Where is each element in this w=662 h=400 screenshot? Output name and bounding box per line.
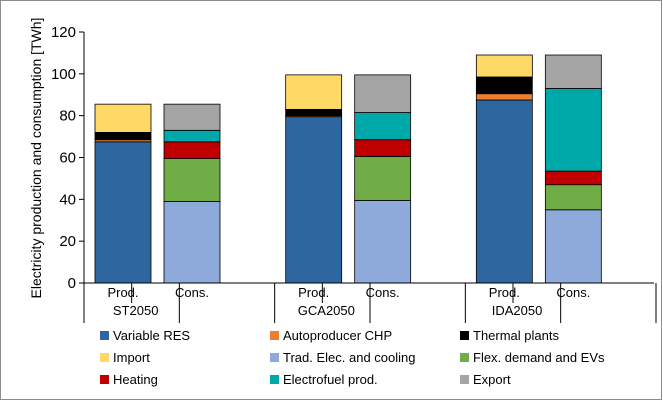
bar-label: Cons. [175, 285, 209, 300]
y-tick-label: 100 [51, 66, 76, 83]
y-tick-label: 80 [59, 108, 76, 125]
legend-label: Flex. demand and EVs [473, 350, 605, 365]
bar-segment-st2050-cons-2 [163, 141, 221, 159]
bar-segment-st2050-prod-3 [94, 103, 152, 133]
bar-label: Cons. [556, 285, 590, 300]
bar-segment-ida2050-prod-1 [475, 93, 533, 101]
bar-segment-ida2050-cons-4 [544, 54, 602, 89]
group-label: IDA2050 [492, 303, 543, 318]
bar-label: Prod. [107, 285, 138, 300]
bar-segment-st2050-cons-1 [163, 158, 221, 202]
legend-label: Import [113, 350, 150, 365]
legend-label: Electrofuel prod. [283, 372, 378, 387]
bar-segment-gca2050-cons-4 [354, 74, 412, 113]
legend-swatch [460, 375, 469, 384]
bar-segment-ida2050-cons-1 [544, 184, 602, 211]
bar-segment-st2050-cons-0 [163, 201, 221, 284]
bar-segment-ida2050-prod-3 [475, 54, 533, 78]
bar-label: Cons. [366, 285, 400, 300]
legend-swatch [270, 375, 279, 384]
bar-segment-gca2050-cons-0 [354, 199, 412, 284]
legend-label: Export [473, 372, 511, 387]
y-tick-label: 40 [59, 191, 76, 208]
legend-label: Thermal plants [473, 328, 559, 343]
bar-segment-ida2050-cons-2 [544, 170, 602, 186]
y-tick-label: 0 [68, 275, 76, 292]
group-label: ST2050 [113, 303, 159, 318]
bar-label: Prod. [298, 285, 329, 300]
y-tick-label: 60 [59, 150, 76, 167]
bar-segment-gca2050-prod-0 [285, 116, 343, 284]
group-label: GCA2050 [298, 303, 355, 318]
legend-swatch [100, 375, 109, 384]
legend-swatch [460, 331, 469, 340]
legend: Variable RES Autoproducer CHP Thermal plan… [100, 328, 605, 387]
y-tick-label: 120 [51, 24, 76, 41]
bar-label: Prod. [489, 285, 520, 300]
bars-layer [94, 54, 602, 284]
bar-segment-st2050-prod-2 [94, 131, 152, 141]
legend-swatch [100, 331, 109, 340]
y-axis-label: Electricity production and consumption [… [28, 18, 44, 299]
axis-layer: Prod. Cons. ST2050 Prod. Cons. GCA2050 Prod. Co… [51, 24, 657, 323]
legend-swatch [460, 353, 469, 362]
bar-segment-gca2050-prod-3 [285, 74, 343, 110]
bar-segment-ida2050-cons-3 [544, 88, 602, 172]
legend-label: Variable RES [113, 328, 190, 343]
legend-label: Heating [113, 372, 158, 387]
bar-segment-ida2050-prod-0 [475, 99, 533, 284]
legend-swatch [270, 353, 279, 362]
y-tick-label: 20 [59, 233, 76, 250]
bar-segment-st2050-cons-4 [163, 103, 221, 131]
bar-segment-ida2050-prod-2 [475, 76, 533, 95]
bar-segment-st2050-cons-3 [163, 129, 221, 143]
bar-segment-st2050-prod-0 [94, 141, 152, 284]
bar-segment-gca2050-cons-1 [354, 156, 412, 201]
bar-segment-gca2050-cons-2 [354, 139, 412, 157]
bar-segment-ida2050-cons-0 [544, 209, 602, 284]
bar-segment-gca2050-cons-3 [354, 112, 412, 141]
legend-label: Autoproducer CHP [283, 328, 392, 343]
legend-swatch [270, 331, 279, 340]
legend-swatch [100, 353, 109, 362]
bar-segment-gca2050-prod-2 [285, 108, 343, 117]
legend-label: Trad. Elec. and cooling [283, 350, 415, 365]
